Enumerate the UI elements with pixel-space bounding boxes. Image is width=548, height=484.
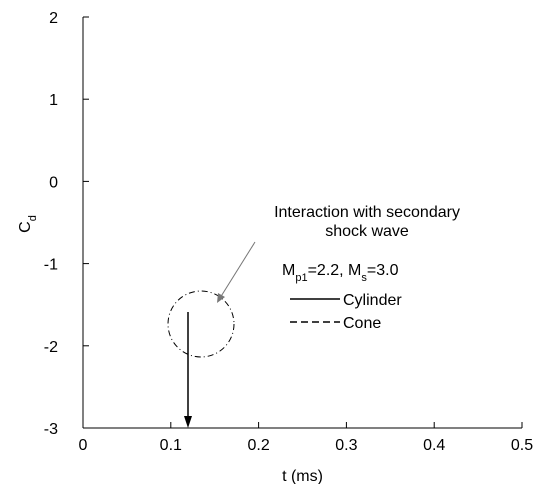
y-axis-label-part: C xyxy=(17,221,34,233)
y-axis-label: Cd xyxy=(17,215,39,233)
conditions-label: Mp1=2.2, Ms=3.0 xyxy=(282,262,399,284)
highlight-circle xyxy=(167,290,235,358)
annotation: Interaction with secondary xyxy=(274,204,460,221)
x-tick-label: 0.3 xyxy=(335,437,357,454)
x-tick-label: 0.1 xyxy=(160,437,182,454)
legend-label: Cylinder xyxy=(343,292,402,309)
x-axis-label: t (ms) xyxy=(282,468,323,484)
conditions-label-part: M xyxy=(282,262,295,279)
x-tick-label: 0.4 xyxy=(423,437,445,454)
x-tick-label: 0.2 xyxy=(247,437,269,454)
legend-label: Cone xyxy=(343,315,381,332)
interaction-arrowhead xyxy=(184,416,192,428)
y-axis-label-part: d xyxy=(27,215,39,221)
conditions-label-part: p1 xyxy=(295,272,307,284)
conditions-label-part: =2.2, M xyxy=(308,262,362,279)
y-tick-label: -1 xyxy=(44,257,58,274)
x-tick-label: 0.5 xyxy=(511,437,533,454)
y-tick-label: -3 xyxy=(44,421,58,438)
annotation-arrowhead xyxy=(217,293,225,303)
conditions-label-part: s xyxy=(361,272,367,284)
y-tick-label: 1 xyxy=(49,92,58,109)
x-tick-label: 0 xyxy=(79,437,88,454)
y-tick-label: 2 xyxy=(49,10,58,27)
y-tick-label: 0 xyxy=(49,174,58,191)
annotation: shock wave xyxy=(325,223,409,240)
annotation-arrow xyxy=(219,241,256,299)
conditions-label-part: =3.0 xyxy=(367,262,399,279)
y-tick-label: -2 xyxy=(44,339,58,356)
